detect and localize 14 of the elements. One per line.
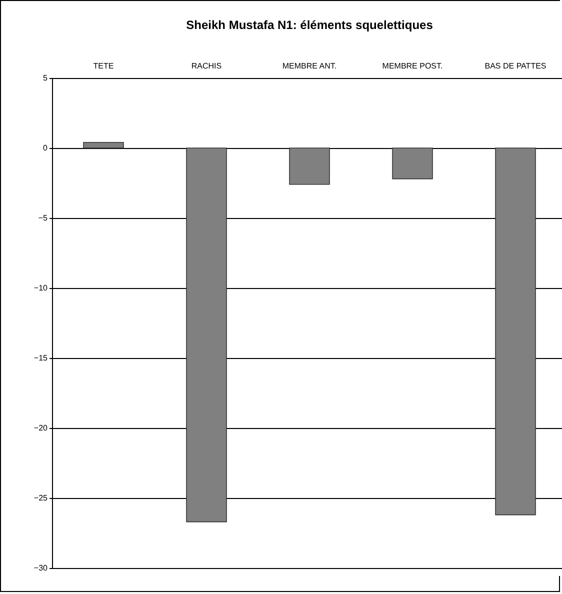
x-tick-label: MEMBRE ANT.	[282, 62, 337, 70]
y-tick-label: −15	[34, 354, 48, 362]
y-tick-label: −30	[34, 564, 48, 572]
chart-title: Sheikh Mustafa N1: éléments squelettiques	[186, 18, 434, 32]
y-tick-label: 0	[43, 144, 48, 152]
y-tick-label: 5	[43, 74, 48, 82]
y-tick-label: −25	[34, 494, 48, 502]
x-tick-label: RACHIS	[191, 62, 222, 70]
x-tick-label: MEMBRE POST.	[382, 62, 443, 70]
y-tick-label: −20	[34, 424, 48, 432]
y-tick-label: −5	[38, 214, 48, 222]
x-tick-label: TETE	[93, 62, 114, 70]
y-tick-label: −10	[34, 284, 48, 292]
x-tick-label: BAS DE PATTES	[484, 62, 546, 70]
